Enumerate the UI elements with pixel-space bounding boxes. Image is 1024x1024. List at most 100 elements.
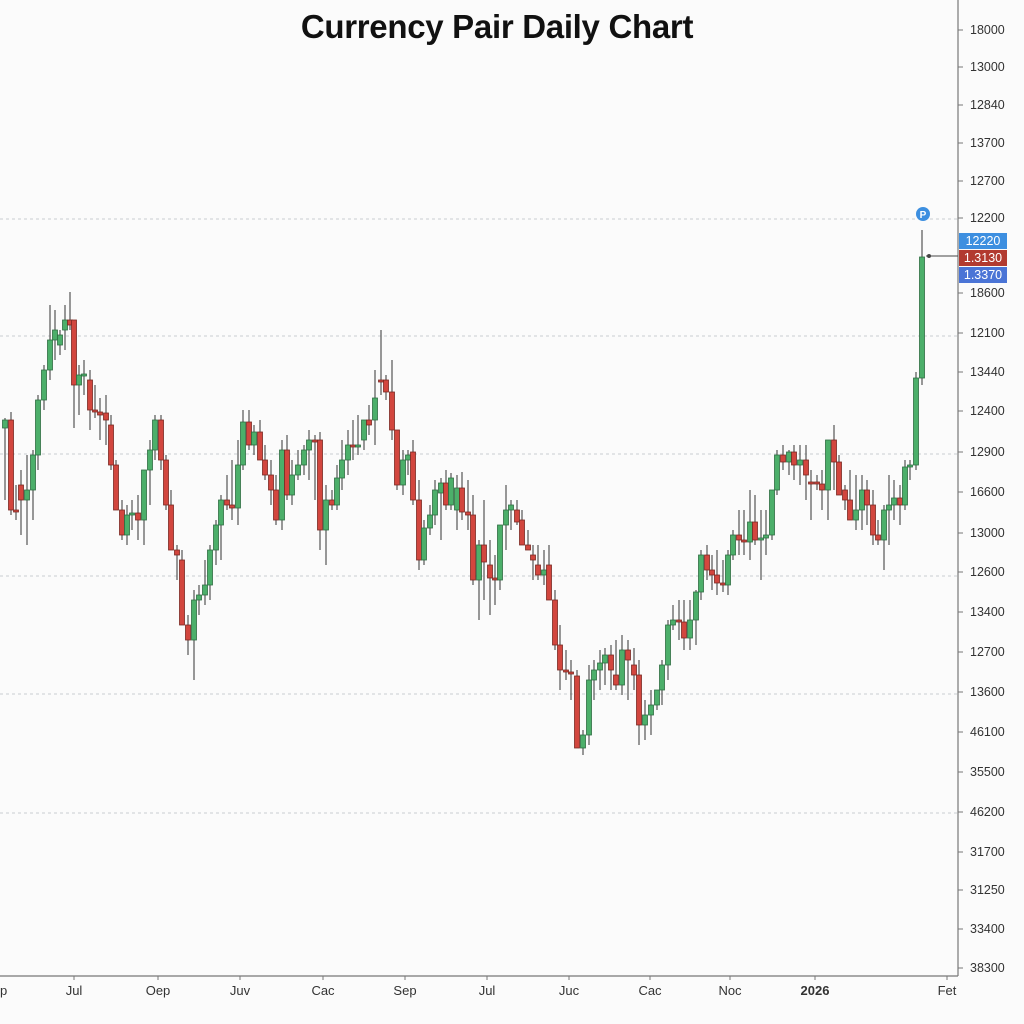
candle-up [355, 444, 361, 448]
y-tick-label: 31250 [970, 883, 1005, 897]
candle-down [158, 419, 164, 461]
y-tick-label: 46100 [970, 725, 1005, 739]
candle-down [179, 559, 185, 626]
candle-down [514, 509, 520, 523]
candle-up [295, 464, 301, 476]
candle-down [119, 509, 125, 536]
candle-down [752, 521, 758, 541]
candle-down [552, 599, 558, 646]
candle-up [597, 662, 603, 671]
candle-up [35, 399, 41, 456]
candle-up [306, 439, 312, 451]
candle-up [279, 449, 285, 521]
candle-down [383, 379, 389, 393]
candle-up [196, 594, 202, 601]
candle-up [902, 466, 908, 506]
candle-down [819, 483, 825, 491]
candle-up [24, 489, 30, 501]
candle-down [535, 564, 541, 576]
candle-up [421, 527, 427, 561]
price-tags: 12220 1.3130 1.3370 [959, 233, 1007, 283]
svg-text:1.3130: 1.3130 [964, 251, 1002, 265]
candle-down [814, 481, 820, 485]
candle-up [698, 554, 704, 593]
candle-down [459, 487, 465, 513]
candle-down [842, 489, 848, 501]
axes [0, 0, 959, 977]
candle-up [508, 504, 514, 511]
candle-down [268, 474, 274, 491]
candle-up [147, 449, 153, 471]
candle-down [546, 564, 552, 601]
candle-up [497, 524, 503, 581]
x-tick-label: Fet [938, 983, 957, 998]
candle-down [103, 412, 109, 421]
candle-up [323, 499, 329, 531]
candle-up [797, 459, 803, 466]
y-axis-ticks: 18000 13000 12840 13700 12700 12200 18600 12100… [958, 23, 1005, 975]
candle-down [613, 674, 619, 686]
candle-down [465, 511, 471, 516]
y-tick-label: 12400 [970, 404, 1005, 418]
candle-down [262, 459, 268, 476]
candle-up [648, 704, 654, 716]
candle-up [725, 554, 731, 586]
candle-up [747, 521, 753, 543]
candle-down [97, 411, 103, 416]
y-tick-label: 16600 [970, 485, 1005, 499]
candle-up [62, 319, 68, 331]
candle-down [847, 499, 853, 521]
candle-down [229, 504, 235, 509]
candle-up [129, 512, 135, 516]
candle-down [625, 649, 631, 661]
y-tick-label: 13600 [970, 685, 1005, 699]
candle-up [427, 514, 433, 529]
candle-down [378, 379, 384, 383]
marker-p-icon[interactable]: P [916, 207, 930, 221]
candle-down [864, 489, 870, 506]
candle-down [897, 497, 903, 506]
candle-down [135, 512, 141, 521]
x-tick-label-partial: p [0, 983, 7, 998]
price-tag [959, 267, 1007, 283]
candle-down [608, 654, 614, 671]
candle-up [758, 537, 764, 541]
candle-up [730, 534, 736, 556]
candle-up [361, 419, 367, 441]
candle-up [654, 689, 660, 706]
candle-up [659, 664, 665, 691]
candle-up [541, 569, 547, 576]
candle-down [87, 379, 93, 411]
y-tick-label: 12900 [970, 445, 1005, 459]
candle-down [574, 675, 580, 749]
candles [2, 230, 925, 755]
candle-down [791, 451, 797, 466]
candle-down [284, 449, 290, 496]
y-tick-label: 13000 [970, 526, 1005, 540]
candle-up [191, 599, 197, 641]
candle-down [416, 499, 422, 561]
candle-down [525, 544, 531, 551]
y-tick-label: 12600 [970, 565, 1005, 579]
y-tick-label: 33400 [970, 922, 1005, 936]
candle-up [235, 464, 241, 509]
candle-up [448, 477, 454, 506]
candle-down [636, 674, 642, 726]
candle-down [741, 539, 747, 543]
candle-up [763, 534, 769, 539]
candle-down [481, 544, 487, 563]
candle-up [152, 419, 158, 451]
candle-down [568, 671, 574, 675]
candle-up [642, 714, 648, 726]
y-tick-label: 12840 [970, 98, 1005, 112]
candle-down [13, 509, 19, 513]
candle-down [329, 499, 335, 506]
candle-up [454, 487, 460, 511]
y-tick-label: 13700 [970, 136, 1005, 150]
candle-up [339, 459, 345, 479]
x-tick-label: Oep [146, 983, 171, 998]
candle-up [619, 649, 625, 686]
candle-down [492, 577, 498, 581]
candle-down [808, 481, 814, 485]
